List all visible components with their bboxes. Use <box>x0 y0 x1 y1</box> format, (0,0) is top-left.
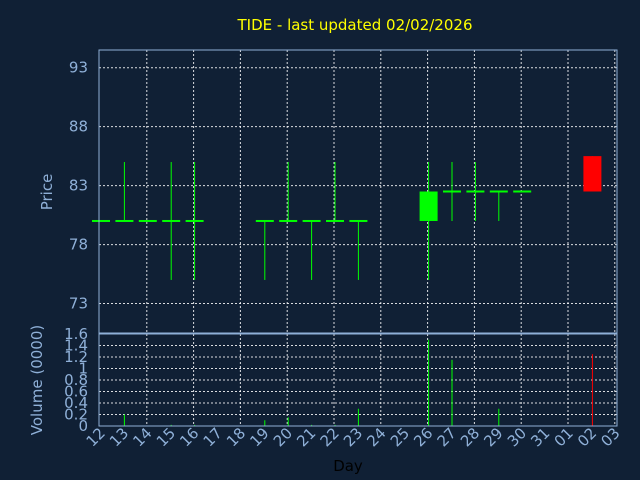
x-tick-label: 21 <box>293 424 319 450</box>
candles <box>92 156 602 280</box>
price-plot-frame <box>98 49 618 334</box>
x-tick-label: 28 <box>457 424 483 450</box>
price-tick-label: 88 <box>69 118 88 136</box>
candle-body <box>255 219 274 222</box>
price-tick-label: 78 <box>69 236 88 254</box>
x-tick-label: 30 <box>504 424 530 450</box>
volume-bars <box>123 339 593 426</box>
candle-body <box>489 190 508 193</box>
x-tick-label: 17 <box>200 424 226 450</box>
candle-body <box>185 219 204 222</box>
x-axis-label: Day <box>333 457 363 475</box>
x-tick-label: 15 <box>153 424 179 450</box>
price-axis-label: Price <box>38 174 56 211</box>
x-tick-label: 25 <box>387 424 413 450</box>
price-tick-label: 83 <box>69 177 88 195</box>
x-tick-label: 29 <box>480 424 506 450</box>
x-tick-label: 23 <box>340 424 366 450</box>
volume-plot-frame <box>98 333 618 427</box>
x-ticks: 1213141516171819202122232425262728293031… <box>83 424 624 450</box>
x-tick-label: 26 <box>410 424 436 450</box>
candle-body <box>92 219 110 222</box>
candle-body <box>115 219 134 222</box>
x-tick-label: 22 <box>317 424 343 450</box>
x-tick-label: 31 <box>527 424 553 450</box>
volume-y-ticks: 00.20.40.60.811.21.41.6 <box>64 325 88 435</box>
volume-tick-label: 0.4 <box>64 394 88 412</box>
candle-body <box>349 219 368 222</box>
volume-tick-label: 1.4 <box>64 337 88 355</box>
candle-body <box>279 219 298 222</box>
x-tick-label: 20 <box>270 424 296 450</box>
volume-tick-label: 0.2 <box>64 406 88 424</box>
price-y-ticks: 73 78 83 88 93 <box>69 59 88 313</box>
volume-axis-label: Volume (0000) <box>28 325 46 435</box>
x-tick-label: 16 <box>176 424 202 450</box>
candle-body <box>443 190 461 193</box>
volume-tick-label: 1 <box>78 360 88 378</box>
candle-body <box>326 219 344 222</box>
volume-tick-label: 0.6 <box>64 383 88 401</box>
candle-body <box>419 191 438 221</box>
candle-body <box>138 219 157 222</box>
price-tick-label: 73 <box>69 295 88 313</box>
x-tick-label: 03 <box>597 424 623 450</box>
candle-body <box>583 156 602 192</box>
x-tick-label: 14 <box>129 424 155 450</box>
x-tick-label: 01 <box>551 424 577 450</box>
x-tick-label: 27 <box>434 424 460 450</box>
candle-body <box>466 190 485 193</box>
candle-body <box>302 219 321 222</box>
x-tick-label: 02 <box>574 424 600 450</box>
x-tick-label: 13 <box>106 424 132 450</box>
price-tick-label: 93 <box>69 59 88 77</box>
x-tick-label: 24 <box>363 424 389 450</box>
volume-tick-label: 1.6 <box>64 325 88 343</box>
candle-body <box>513 190 532 193</box>
volume-tick-label: 0 <box>78 417 88 435</box>
chart-title: TIDE - last updated 02/02/2026 <box>237 16 473 34</box>
x-tick-label: 19 <box>246 424 272 450</box>
candle-body <box>162 219 181 222</box>
x-tick-label: 18 <box>223 424 249 450</box>
volume-tick-label: 1.2 <box>64 348 88 366</box>
volume-tick-label: 0.8 <box>64 371 88 389</box>
